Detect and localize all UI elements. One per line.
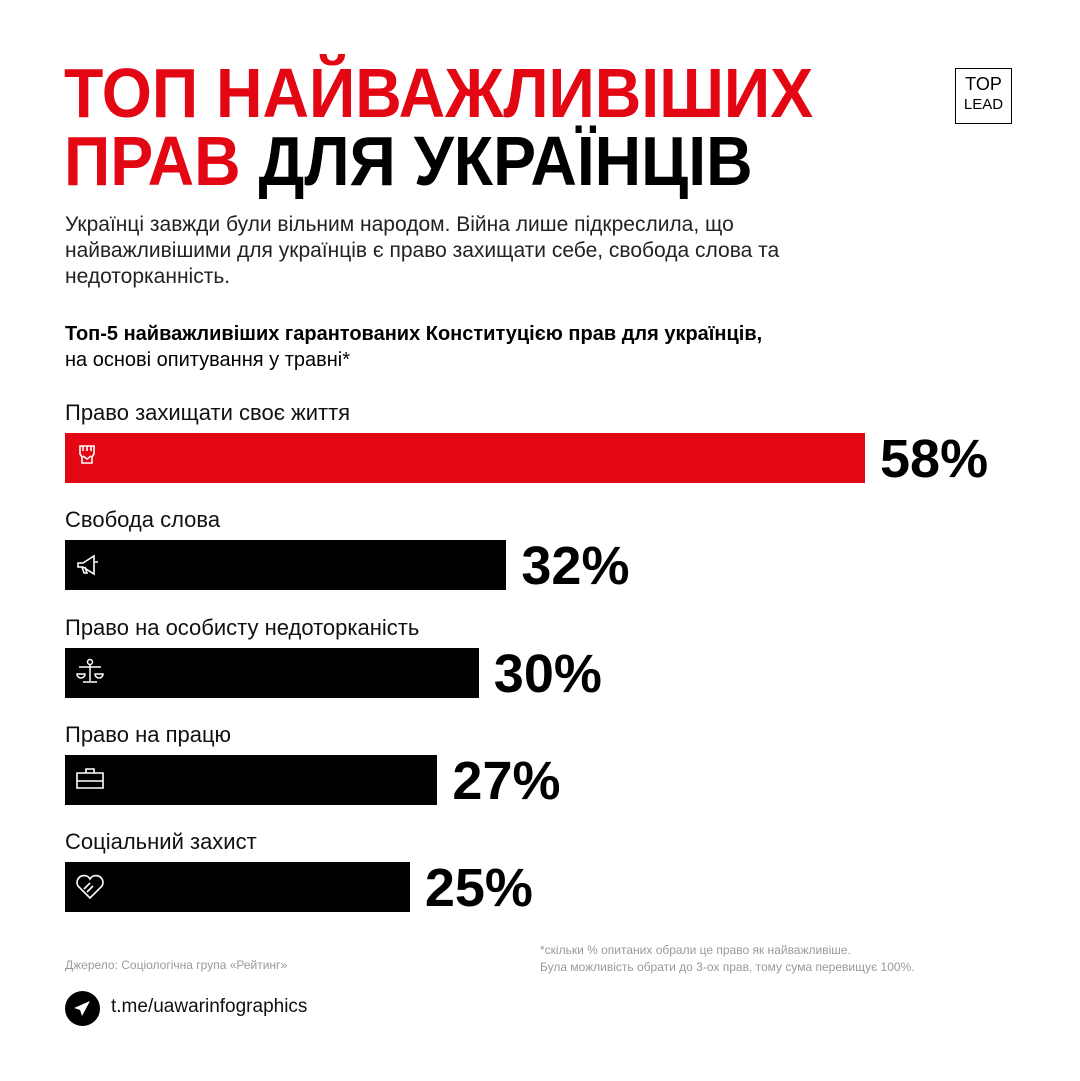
title-line-1: ТОП НАЙВАЖЛИВІШИХ — [64, 54, 814, 132]
top-lead-logo: TOP LEAD — [955, 68, 1012, 124]
heart-handshake-icon — [76, 874, 104, 900]
bar — [65, 862, 410, 913]
bar-label: Право на працю — [65, 721, 232, 747]
briefcase-icon — [76, 768, 104, 789]
bar — [65, 433, 865, 483]
bar-label: Право захищати своє життя — [65, 400, 351, 425]
fist-icon — [79, 445, 95, 464]
footnote-line-1: *скільки % опитаних обрали це право як н… — [540, 943, 851, 957]
logo-top: TOP — [965, 74, 1002, 94]
logo-bottom: LEAD — [963, 96, 1004, 113]
telegram-link[interactable]: t.me/uawarinfographics — [111, 996, 308, 1017]
chart-subtitle: Топ-5 найважливіших гарантованих Констит… — [65, 321, 1015, 373]
bar — [65, 754, 438, 805]
bar-label: Свобода слова — [65, 507, 221, 533]
scales-icon — [76, 658, 104, 683]
source: Джерело: Соціологічна група «Рейтинг» — [65, 958, 288, 972]
value-label: 32% — [521, 536, 630, 597]
value-label: 25% — [424, 858, 533, 919]
value-label: 27% — [452, 750, 561, 811]
footnote: *скільки % опитаних обрали це право як н… — [540, 942, 915, 976]
value-label: 30% — [493, 643, 602, 704]
bar-label: Право на особисту недоторканість — [65, 614, 420, 640]
telegram-icon[interactable] — [65, 991, 100, 1026]
subtitle-regular: на основі опитування у травні* — [65, 349, 351, 371]
megaphone-icon — [77, 554, 98, 576]
intro-text: Українці завжди були вільним народом. Ві… — [65, 213, 780, 288]
footnote-line-2: Була можливість обрати до 3-ох прав, том… — [540, 960, 915, 974]
title-black-words: ДЛЯ УКРАЇНЦІВ — [258, 122, 753, 200]
title-red-word: ПРАВ — [64, 122, 241, 200]
bar — [65, 647, 479, 698]
value-label: 58% — [880, 429, 989, 489]
bar — [65, 540, 507, 591]
title-line-2: ПРАВ ДЛЯ УКРАЇНЦІВ — [64, 126, 753, 196]
subtitle-bold: Топ-5 найважливіших гарантованих Констит… — [65, 323, 763, 345]
bar-label: Соціальний захист — [65, 829, 257, 855]
